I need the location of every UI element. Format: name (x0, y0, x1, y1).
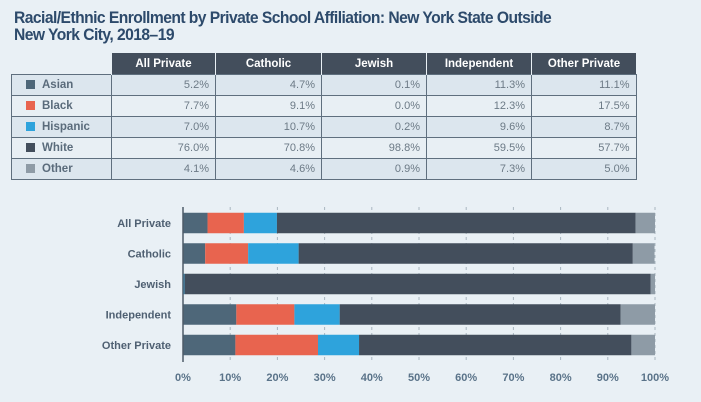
legend-label: Black (11, 95, 112, 117)
bar-segment-white (359, 334, 632, 356)
category-label: Other Private (102, 340, 171, 352)
table-cell: 5.0% (531, 158, 637, 180)
column-header: All Private (111, 53, 216, 75)
legend-text: Black (42, 100, 73, 112)
table-row: Asian 5.2% 4.7% 0.1% 11.3% 11.1% (11, 74, 637, 96)
category-label: Catholic (128, 249, 171, 261)
x-tick-label: 50% (408, 372, 430, 384)
bar-segment-other (635, 212, 655, 234)
bar-segment-hispanic (294, 304, 340, 325)
x-tick-label: 0% (175, 372, 191, 384)
chart-title: Racial/Ethnic Enrollment by Private Scho… (14, 8, 552, 44)
bar-segment-other (620, 304, 655, 325)
bar-segment-black (207, 212, 244, 234)
bar-segment-white (339, 304, 621, 325)
table-row: Black 7.7% 9.1% 0.0% 12.3% 17.5% (11, 95, 637, 117)
bar-segment-white (184, 273, 651, 295)
category-label: Jewish (134, 279, 171, 291)
table-cell: 9.6% (426, 116, 532, 138)
table-row: White 76.0% 70.8% 98.8% 59.5% 57.7% (11, 137, 637, 159)
table-cell: 8.7% (531, 116, 637, 138)
table-cell: 4.1% (111, 158, 216, 180)
column-header: Independent (426, 53, 532, 75)
bar-segment-other (631, 334, 655, 356)
legend-swatch-icon (26, 80, 35, 89)
table-row: Hispanic 7.0% 10.7% 0.2% 9.6% 8.7% (11, 116, 637, 138)
legend-text: Asian (42, 79, 74, 91)
column-header: Catholic (215, 53, 322, 75)
data-table: All Private Catholic Jewish Independent … (11, 53, 637, 180)
bar-segment-other (650, 273, 655, 295)
table-cell: 70.8% (215, 137, 322, 159)
bar-segment-asian (183, 243, 206, 264)
x-tick-label: 90% (597, 372, 619, 384)
table-cell: 0.0% (321, 95, 427, 117)
legend-text: White (42, 142, 74, 154)
legend-label: White (11, 137, 112, 159)
bar-segment-hispanic (248, 243, 299, 264)
legend-label: Other (11, 158, 112, 180)
bar-segment-asian (183, 304, 237, 325)
table-cell: 4.7% (215, 74, 322, 96)
table-row: Other 4.1% 4.6% 0.9% 7.3% 5.0% (11, 158, 637, 180)
legend-label: Asian (11, 74, 112, 96)
bar-segment-black (235, 334, 318, 356)
bar-segment-other (632, 243, 655, 264)
bar-segment-hispanic (317, 334, 360, 356)
bar-segment-black (236, 304, 295, 325)
bar-segment-white (276, 212, 636, 234)
bar-segment-asian (183, 212, 208, 234)
table-cell: 11.3% (426, 74, 532, 96)
legend-text: Other (42, 163, 73, 175)
table-header-row: All Private Catholic Jewish Independent … (12, 53, 636, 75)
table-cell: 0.2% (321, 116, 427, 138)
table-cell: 10.7% (215, 116, 322, 138)
column-header: Jewish (321, 53, 427, 75)
category-label: Independent (106, 310, 172, 322)
legend-swatch-icon (26, 164, 35, 173)
table-cell: 0.1% (321, 74, 427, 96)
bar-segment-hispanic (243, 212, 277, 234)
table-cell: 12.3% (426, 95, 532, 117)
legend-swatch-icon (26, 143, 35, 152)
x-tick-label: 80% (550, 372, 572, 384)
bar-segment-asian (183, 334, 236, 356)
table-cell: 7.7% (111, 95, 216, 117)
x-tick-label: 30% (314, 372, 336, 384)
legend-label: Hispanic (11, 116, 112, 138)
category-label: All Private (117, 218, 171, 230)
x-tick-label: 70% (502, 372, 524, 384)
bar-segment-black (205, 243, 249, 264)
legend-swatch-icon (26, 122, 35, 131)
legend-text: Hispanic (42, 121, 90, 133)
x-tick-label: 40% (361, 372, 383, 384)
table-cell: 98.8% (321, 137, 427, 159)
bar-segment-hispanic (183, 273, 185, 295)
x-tick-label: 100% (641, 372, 669, 384)
x-tick-label: 20% (266, 372, 288, 384)
legend-swatch-icon (26, 101, 35, 110)
table-cell: 11.1% (531, 74, 637, 96)
bar-segment-white (298, 243, 633, 264)
x-tick-label: 60% (455, 372, 477, 384)
table-cell: 4.6% (215, 158, 322, 180)
table-cell: 57.7% (531, 137, 637, 159)
x-tick-label: 10% (219, 372, 241, 384)
column-header: Other Private (531, 53, 636, 75)
table-cell: 7.3% (426, 158, 532, 180)
